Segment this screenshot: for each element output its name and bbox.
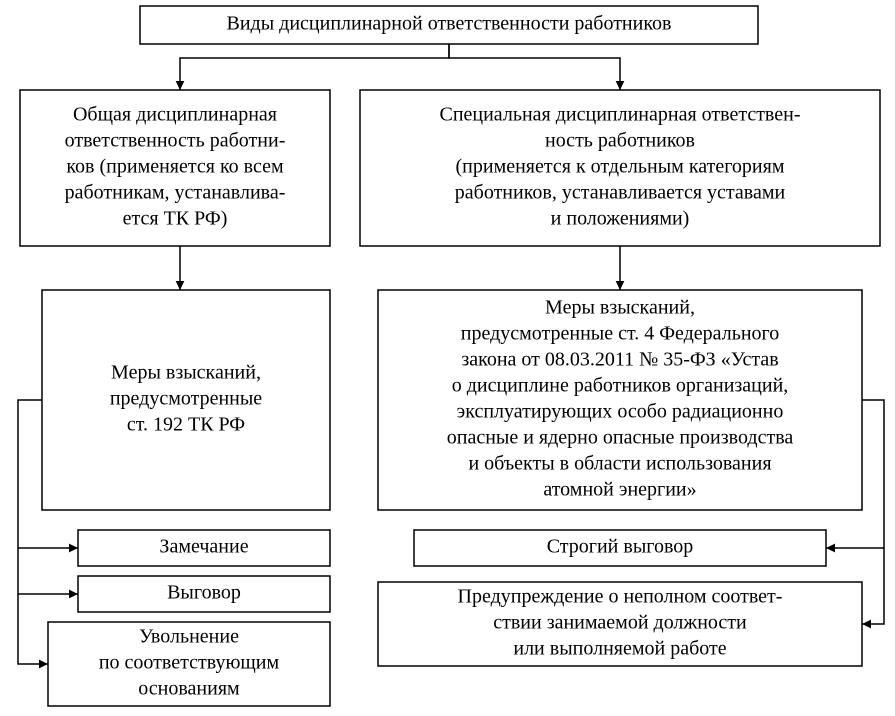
- node-special-line-1: ность работников: [545, 130, 695, 152]
- node-meas192-line-0: Меры взысканий,: [111, 362, 261, 384]
- node-general-line-4: ется ТК РФ): [123, 208, 228, 230]
- node-uvol-line-2: основаниям: [138, 678, 240, 700]
- node-general-line-1: ответственность работни-: [65, 130, 286, 152]
- node-predup-line-2: или выполняемой работе: [513, 638, 726, 660]
- node-meas35-line-0: Меры взысканий,: [545, 297, 695, 319]
- node-meas35-line-6: и объекты в области использования: [468, 453, 771, 475]
- node-meas192-line-2: ст. 192 ТК РФ: [127, 414, 245, 436]
- node-general-line-3: работникам, устанавлива-: [65, 182, 286, 204]
- node-zamech-line-0: Замечание: [159, 536, 248, 558]
- node-special-line-4: и положениями): [551, 208, 690, 230]
- node-strog-line-0: Строгий выговор: [547, 536, 694, 558]
- node-meas35-line-7: атомной энергии»: [543, 479, 696, 501]
- node-predup-line-0: Предупреждение о неполном соответ-: [458, 586, 783, 608]
- node-meas192-line-1: предусмотренные: [110, 388, 262, 410]
- node-general-line-2: ков (применяется ко всем: [66, 156, 284, 178]
- node-uvol-line-1: по соответствующим: [99, 652, 280, 674]
- node-title-line-0: Виды дисциплинарной ответственности рабо…: [227, 13, 672, 35]
- node-meas35-line-2: закона от 08.03.2011 № 35-ФЗ «Устав: [461, 349, 778, 371]
- node-meas35-line-1: предусмотренные ст. 4 Федерального: [461, 323, 780, 345]
- node-vygov-line-0: Выговор: [167, 582, 241, 604]
- node-special-line-3: работников, устанавливается уставами: [455, 182, 786, 204]
- node-uvol-line-0: Увольнение: [139, 626, 239, 648]
- node-general-line-0: Общая дисциплинарная: [73, 104, 277, 126]
- node-meas35-line-4: эксплуатирующих особо радиационно: [457, 401, 784, 423]
- node-special-line-2: (применяется к отдельным категориям: [456, 156, 785, 178]
- node-meas35-line-5: опасные и ядерно опасные производства: [447, 427, 794, 449]
- node-predup-line-1: ствии занимаемой должности: [493, 612, 747, 634]
- node-meas35-line-3: о дисциплине работников организаций,: [452, 375, 789, 397]
- node-special-line-0: Специальная дисциплинарная ответствен-: [439, 104, 800, 126]
